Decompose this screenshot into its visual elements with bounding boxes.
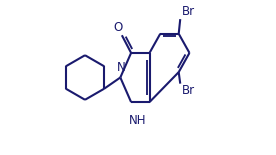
Text: Br: Br — [182, 5, 195, 18]
Text: Br: Br — [182, 84, 195, 97]
Text: NH: NH — [129, 114, 146, 127]
Text: O: O — [113, 21, 123, 34]
Text: N: N — [117, 61, 126, 74]
